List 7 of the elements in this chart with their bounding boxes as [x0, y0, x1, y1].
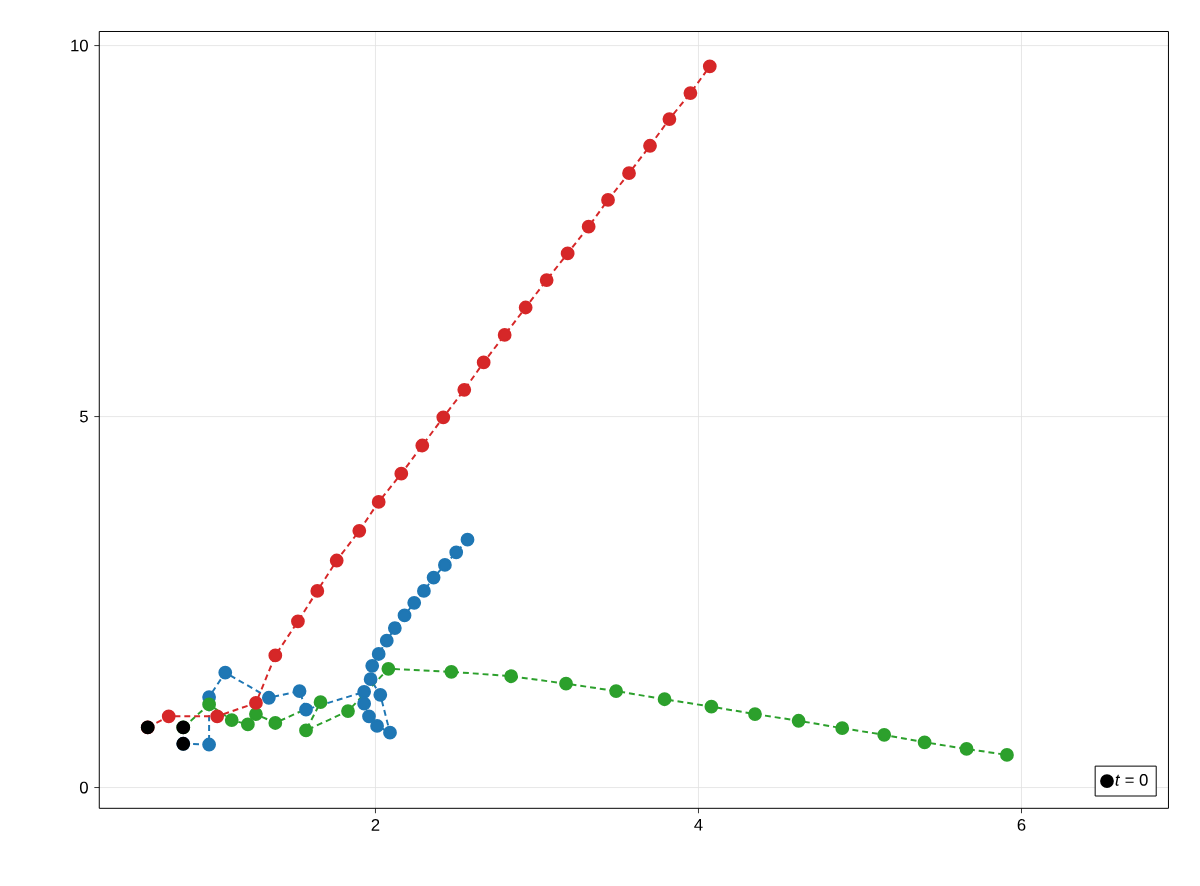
- y-tick-label: 5: [79, 410, 88, 423]
- x-tick-label: 2: [371, 818, 380, 831]
- x-tick-label: 4: [694, 818, 703, 831]
- y-tick-label: 10: [71, 39, 88, 52]
- y-tick-label: 0: [79, 781, 88, 794]
- x-tick-label: 6: [1017, 818, 1026, 831]
- legend-label: t = 0: [1115, 773, 1148, 786]
